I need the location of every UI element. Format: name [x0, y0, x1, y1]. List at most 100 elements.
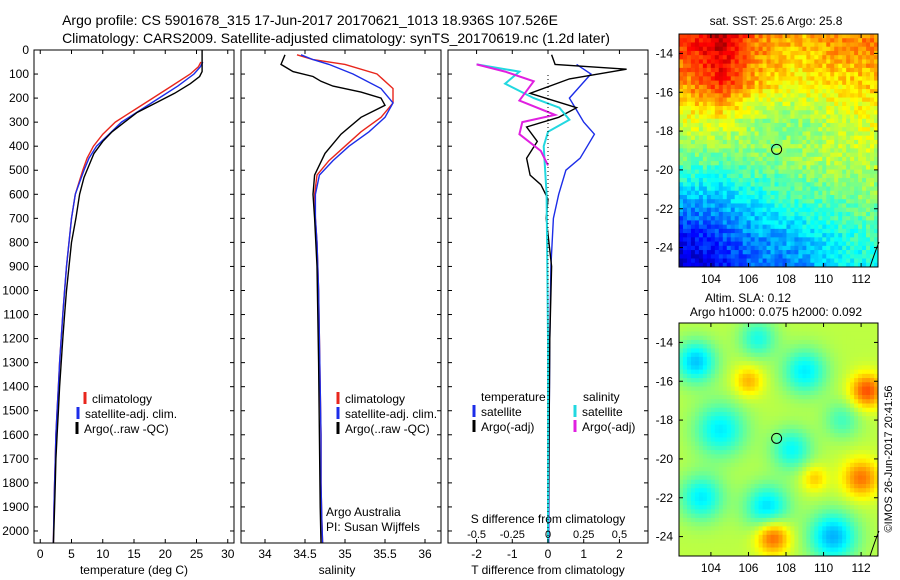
heatmap-cell	[734, 84, 740, 90]
heatmap-cell	[758, 382, 763, 387]
heatmap-cell	[698, 152, 704, 158]
heatmap-cell	[798, 46, 803, 52]
heatmap-cell	[794, 395, 799, 400]
heatmap-cell	[838, 152, 843, 158]
heatmap-cell	[694, 156, 700, 162]
heatmap-cell	[714, 135, 720, 141]
heatmap-cell	[826, 467, 831, 472]
heatmap-cell	[706, 131, 712, 137]
heatmap-cell	[858, 369, 863, 375]
heatmap-cell	[714, 433, 720, 438]
heatmap-cell	[874, 403, 879, 409]
heatmap-cell	[830, 428, 835, 434]
heatmap-cell	[738, 475, 744, 481]
heatmap-cell	[814, 50, 819, 56]
heatmap-cell	[754, 135, 759, 141]
heatmap-cell	[690, 178, 696, 183]
heatmap-cell	[834, 114, 839, 120]
heatmap-cell	[818, 428, 823, 434]
heatmap-cell	[698, 110, 704, 115]
heatmap-cell	[706, 411, 712, 417]
heatmap-cell	[838, 479, 843, 485]
heatmap-cell	[790, 144, 795, 149]
heatmap-cell	[742, 118, 748, 124]
heatmap-cell	[734, 148, 740, 154]
heatmap-cell	[742, 348, 748, 354]
heatmap-cell	[850, 420, 855, 426]
heatmap-cell	[718, 390, 724, 396]
heatmap-cell	[854, 114, 859, 120]
x-tick-label: 36	[418, 547, 432, 561]
heatmap-cell	[830, 331, 835, 337]
heatmap-cell	[710, 190, 716, 196]
heatmap-cell	[850, 428, 855, 434]
heatmap-cell	[686, 203, 692, 209]
heatmap-cell	[862, 46, 867, 52]
heatmap-cell	[802, 458, 807, 464]
heatmap-cell	[814, 144, 819, 149]
heatmap-cell	[822, 416, 827, 421]
heatmap-cell	[694, 220, 700, 226]
heatmap-cell	[802, 386, 807, 392]
heatmap-cell	[802, 199, 807, 204]
heatmap-cell	[858, 335, 863, 341]
heatmap-cell	[730, 122, 736, 128]
heatmap-cell	[742, 250, 748, 255]
heatmap-cell	[822, 437, 827, 443]
heatmap-cell	[826, 331, 831, 337]
heatmap-cell	[770, 55, 775, 60]
heatmap-cell	[802, 67, 807, 73]
heatmap-cell	[754, 93, 759, 98]
heatmap-cell	[834, 386, 839, 392]
heatmap-cell	[862, 344, 867, 349]
heatmap-cell	[762, 237, 767, 242]
heatmap-cell	[714, 411, 720, 417]
heatmap-cell	[714, 441, 720, 447]
heatmap-cell	[834, 118, 839, 124]
heatmap-cell	[794, 348, 799, 354]
heatmap-cell	[762, 479, 767, 485]
heatmap-cell	[742, 186, 748, 192]
heatmap-cell	[679, 42, 684, 48]
heatmap-cell	[754, 207, 759, 213]
heatmap-cell	[758, 441, 763, 447]
heatmap-cell	[810, 207, 815, 213]
heatmap-cell	[862, 445, 867, 451]
heatmap-cell	[790, 258, 795, 264]
heatmap-cell	[754, 467, 759, 472]
heatmap-cell	[822, 361, 827, 366]
heatmap-cell	[758, 67, 763, 73]
heatmap-cell	[822, 327, 827, 332]
heatmap-cell	[698, 97, 704, 103]
heatmap-cell	[726, 407, 732, 413]
heatmap-cell	[686, 365, 692, 370]
heatmap-cell	[679, 445, 684, 451]
heatmap-cell	[862, 89, 867, 94]
heatmap-cell	[874, 250, 879, 255]
salinity-frame	[240, 49, 442, 544]
heatmap-cell	[679, 373, 684, 379]
heatmap-cell	[830, 207, 835, 213]
heatmap-cell	[706, 356, 712, 362]
heatmap-cell	[758, 118, 763, 124]
heatmap-cell	[746, 72, 752, 77]
heatmap-cell	[858, 403, 863, 409]
heatmap-cell	[774, 216, 779, 221]
heatmap-cell	[786, 445, 791, 451]
heatmap-cell	[778, 348, 783, 354]
heatmap-cell	[798, 211, 803, 217]
heatmap-cell	[734, 211, 740, 217]
heatmap-cell	[710, 173, 716, 179]
heatmap-cell	[874, 399, 879, 404]
heatmap-cell	[714, 161, 720, 166]
heatmap-cell	[814, 352, 819, 358]
heatmap-cell	[822, 135, 827, 141]
heatmap-cell	[798, 378, 803, 383]
heatmap-cell	[754, 224, 759, 230]
heatmap-cell	[730, 220, 736, 226]
heatmap-cell	[682, 331, 688, 337]
heatmap-cell	[746, 67, 752, 73]
heatmap-cell	[790, 365, 795, 370]
heatmap-cell	[726, 344, 732, 349]
heatmap-cell	[826, 395, 831, 400]
